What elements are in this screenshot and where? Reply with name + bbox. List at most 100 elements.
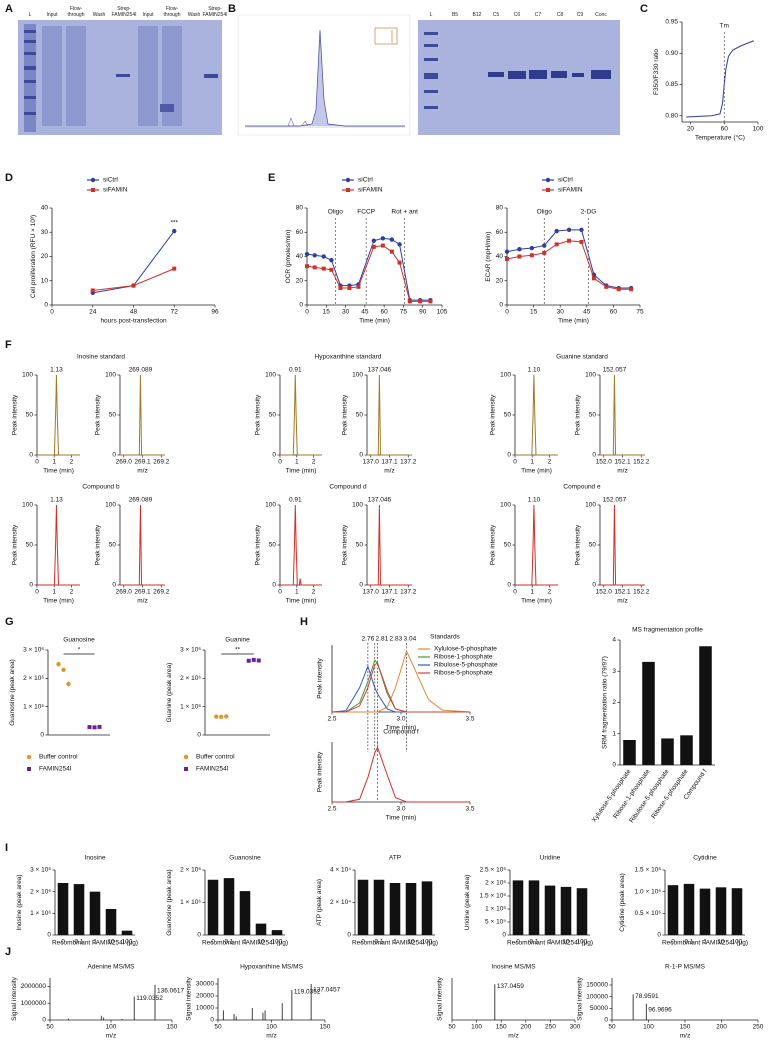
legend-label: siFAMIN [358, 187, 383, 194]
x-tick-label: 150 [496, 1024, 507, 1031]
marker [579, 239, 584, 244]
chart-title: Adenine MS/MS [88, 964, 136, 971]
y-tick-label: 1 × 10⁶ [23, 703, 44, 710]
y-tick-label: 2 × 10⁴ [330, 899, 351, 906]
series-line [515, 374, 558, 456]
marker-label: Tm [720, 23, 729, 30]
x-tick-label: 0 [61, 939, 65, 946]
marker [380, 236, 386, 241]
y-tick-label: 40 [296, 253, 304, 260]
marker [338, 286, 343, 291]
x-tick-label: 1 [295, 459, 299, 466]
marker [397, 260, 402, 265]
peak-label: 2.83 [390, 636, 403, 643]
x-tick-label: 269.1 [134, 589, 151, 596]
y-tick-label: 100 [500, 372, 511, 379]
marker [92, 725, 97, 730]
x-tick-label: 0 [513, 459, 517, 466]
x-tick-label: 100 [732, 939, 743, 946]
lane-label: B12 [472, 11, 482, 18]
x-axis-label: Time (min) [286, 468, 317, 475]
peak-label: 136.0617 [157, 987, 184, 994]
x-tick-label: 100 [643, 1024, 654, 1031]
marker [591, 276, 596, 281]
y-tick-label: 3 × 10⁶ [23, 647, 44, 654]
y-tick-label: 2 × 10⁶ [485, 880, 506, 887]
peak-label: 269.089 [129, 367, 153, 374]
marker [97, 724, 102, 729]
significance-label: * [78, 647, 81, 654]
y-axis-label: Signal intensity [576, 976, 583, 1020]
bar [512, 880, 524, 935]
marker [87, 725, 92, 730]
y-tick-label: 50 [504, 412, 512, 419]
marker [389, 237, 395, 242]
x-tick-label: 10 [562, 939, 570, 946]
series-line [120, 374, 165, 456]
x-tick-label: 10 [407, 939, 415, 946]
x-axis-label: Time (min) [359, 318, 390, 325]
legend-label: Buffer control [39, 754, 78, 761]
x-axis-label: Time (min) [43, 468, 74, 475]
y-tick-label: 0 [210, 1017, 214, 1024]
panel-letter: J [5, 946, 11, 958]
y-tick-label: 0 [592, 452, 596, 459]
peak-label: 152.057 [603, 497, 627, 504]
x-tick-label: 152.2 [633, 459, 650, 466]
series-line [506, 240, 632, 290]
y-tick-label: 2 × 10⁶ [30, 888, 51, 895]
x-tick-label: 137.0 [363, 459, 380, 466]
y-tick-label: 20 [296, 277, 304, 284]
y-tick-label: 40 [41, 205, 49, 212]
y-axis-label: Peak intensity [342, 524, 349, 565]
bar [239, 891, 251, 935]
lane-label: Wash [92, 11, 106, 18]
x-tick-label: 1 [52, 459, 56, 466]
series-line [515, 504, 558, 586]
x-tick-label: 24 [89, 309, 97, 316]
x-tick-label: 3.5 [465, 806, 474, 813]
bar [223, 878, 235, 935]
x-tick-label: 0.1 [74, 939, 83, 946]
peak-label: 96.9696 [648, 1006, 672, 1013]
x-tick-label: 50 [608, 1024, 616, 1031]
series-line [37, 374, 80, 456]
marker [214, 714, 219, 719]
bar [683, 883, 695, 935]
y-tick-label: 20 [41, 253, 49, 260]
x-tick-label: 2 [70, 589, 74, 596]
x-axis-label: m/z [384, 468, 394, 475]
y-tick-label: 4 [612, 637, 616, 644]
marker [428, 299, 433, 304]
x-tick-label: 137.1 [381, 459, 398, 466]
y-tick-label: 0 [47, 932, 51, 939]
lane-label: Conc [595, 11, 607, 18]
x-tick-label: 100 [272, 939, 283, 946]
y-tick-label: 0 [604, 1017, 608, 1024]
series-line [280, 374, 322, 456]
x-axis-label: Recombinant FAMIN254I (µg) [662, 940, 748, 947]
peak-label: 137.046 [368, 497, 392, 504]
marker [66, 681, 71, 687]
y-tick-label: 100 [265, 502, 276, 509]
y-tick-label: 40 [496, 253, 504, 260]
bar [699, 646, 712, 765]
x-tick-label: 3.5 [465, 716, 474, 723]
y-tick-label: 1 × 10⁶ [180, 703, 201, 710]
x-axis-label: Temperature (°C) [695, 134, 745, 142]
x-tick-label: 300 [570, 1024, 581, 1031]
x-axis-label: m/z [106, 1033, 116, 1040]
x-tick-label: 0 [513, 589, 517, 596]
y-axis-label: Peak intensity [12, 394, 19, 435]
panel-letter: H [300, 616, 308, 628]
x-tick-label: 137.2 [400, 589, 417, 596]
marker [312, 265, 317, 270]
legend-label: siFAMIN [103, 187, 128, 194]
panel-letter: F [5, 339, 12, 351]
y-tick-label: 1.5 × 10⁶ [635, 867, 662, 874]
marker [371, 244, 376, 249]
x-tick-label: 2.5 [327, 806, 336, 813]
series-line [506, 229, 632, 289]
